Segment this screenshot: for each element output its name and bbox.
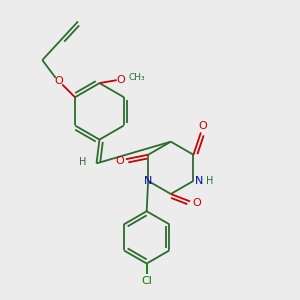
Text: O: O xyxy=(54,76,63,86)
Text: O: O xyxy=(116,75,125,85)
Text: N: N xyxy=(195,176,203,186)
Text: H: H xyxy=(80,157,87,167)
Text: O: O xyxy=(115,156,124,166)
Text: O: O xyxy=(192,198,201,208)
Text: O: O xyxy=(198,121,207,131)
Text: N: N xyxy=(144,176,152,186)
Text: Cl: Cl xyxy=(141,276,152,286)
Text: CH₃: CH₃ xyxy=(128,73,145,82)
Text: H: H xyxy=(206,176,214,186)
